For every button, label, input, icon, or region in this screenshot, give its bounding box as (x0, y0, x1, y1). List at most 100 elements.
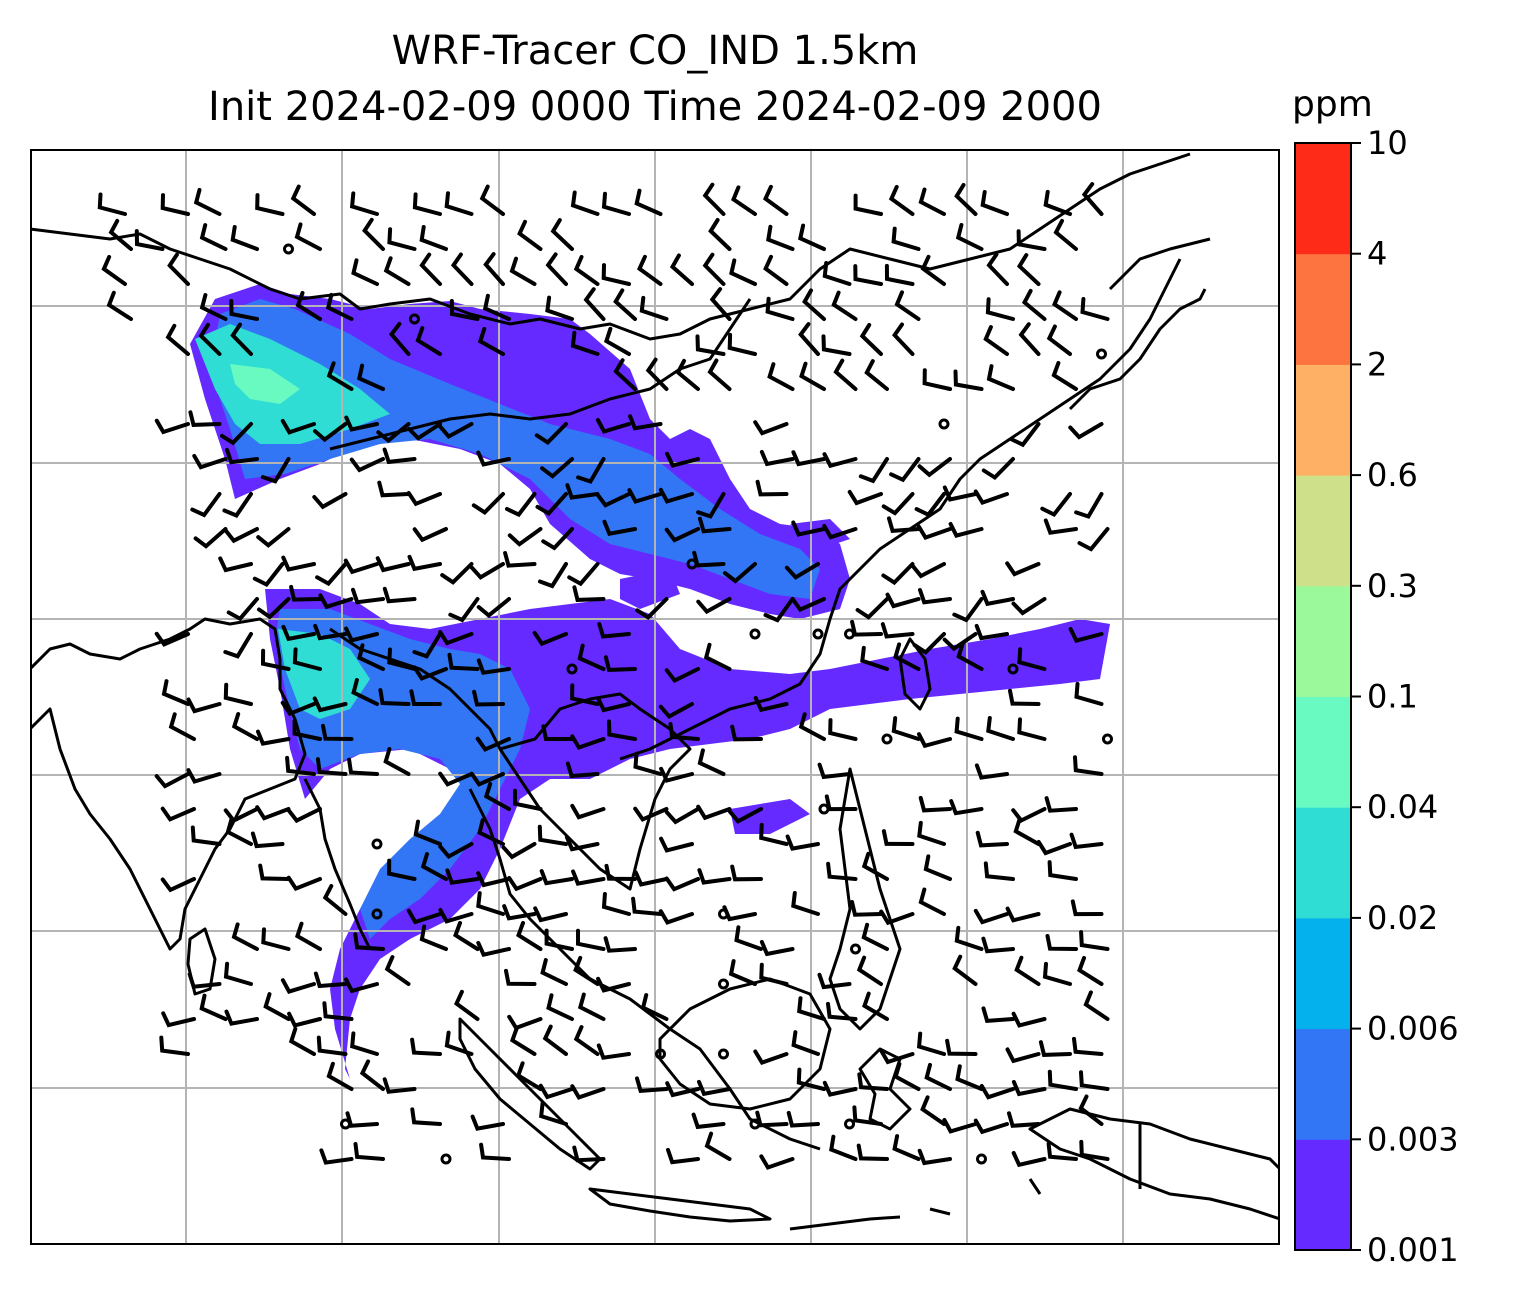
wind-barb (357, 643, 385, 671)
wind-barb (190, 492, 222, 518)
wind-barb (507, 527, 543, 547)
wind-barb (541, 724, 574, 741)
wind-barb (880, 622, 915, 639)
wind-barb (545, 252, 568, 286)
wind-barb (570, 1084, 606, 1100)
wind-barb (225, 817, 253, 846)
colorbar-bin (1295, 475, 1351, 587)
wind-barb (728, 959, 757, 986)
wind-barb (440, 562, 474, 585)
wind-barb (767, 362, 795, 391)
wind-barb (387, 647, 417, 671)
wind-barb (986, 716, 1015, 741)
wind-barb (444, 1030, 474, 1056)
wind-barb (702, 182, 726, 216)
wind-barb (382, 1077, 417, 1094)
wind-calm-marker (718, 978, 729, 990)
map-panel (30, 149, 1280, 1245)
wind-barb (709, 287, 732, 321)
wind-barb (914, 492, 946, 518)
wind-barb (345, 1111, 379, 1128)
wind-calm-marker (1102, 733, 1113, 745)
wind-barb (954, 925, 984, 951)
wind-barb (160, 193, 190, 216)
wind-barb (1046, 324, 1072, 356)
wind-barb (658, 487, 694, 504)
wind-barb (635, 1076, 669, 1094)
wind-barb (570, 803, 606, 820)
wind-barb (415, 326, 442, 356)
wind-barb (255, 805, 291, 821)
colorbar-bin (1295, 364, 1351, 476)
wind-barb (482, 293, 511, 321)
wind-barb (438, 630, 474, 646)
wind-barb (759, 822, 789, 846)
wind-barb (231, 712, 259, 741)
wind-barb (798, 322, 820, 356)
wind-barb (255, 193, 285, 216)
wind-barb (353, 932, 385, 951)
wind-barb (1077, 956, 1104, 986)
wind-barb (319, 1148, 354, 1165)
wind-barb (730, 864, 763, 882)
wind-barb (981, 1006, 1015, 1024)
wind-barb (448, 597, 480, 623)
wind-barb (664, 876, 700, 892)
coastline-srilanka (186, 927, 217, 996)
wind-calm-marker (938, 418, 950, 430)
wind-barb (918, 887, 946, 916)
wind-barb (260, 648, 291, 671)
wind-barb (407, 554, 442, 572)
wind-barb (917, 457, 952, 478)
wind-barb (362, 217, 385, 251)
wind-barb (604, 863, 637, 881)
wind-barb (974, 763, 1009, 780)
wind-barb (973, 908, 1009, 925)
wind-barb (292, 718, 322, 741)
colorbar-bin (1295, 253, 1351, 365)
wind-barb (469, 771, 505, 787)
wind-barb (985, 297, 1015, 321)
wind-barb (326, 361, 354, 391)
colorbar-bin (1295, 585, 1351, 697)
wind-barb (1047, 1069, 1078, 1091)
wind-barb (281, 624, 316, 642)
wind-barb (476, 871, 511, 888)
wind-barb (571, 869, 606, 886)
wind-barb (888, 184, 915, 216)
wind-barb (565, 483, 600, 500)
wind-barb (1005, 1047, 1041, 1064)
wind-barb (829, 1134, 858, 1161)
wind-barb (855, 597, 889, 620)
wind-barb (730, 724, 763, 742)
coastline-new-guinea (1028, 1107, 1280, 1221)
wind-barb (1073, 755, 1104, 776)
wind-barb (260, 457, 291, 484)
wind-barb (942, 1118, 978, 1134)
wind-barb (106, 290, 133, 321)
wind-barb (101, 255, 127, 286)
wind-barb (313, 623, 348, 641)
wind-barb (847, 489, 883, 506)
wind-barb (1005, 906, 1041, 923)
wind-barb (186, 768, 222, 784)
wind-barb (763, 597, 795, 623)
wind-barb (753, 1049, 789, 1066)
wind-barb (356, 363, 385, 391)
wind-barb (1045, 934, 1078, 951)
wind-barb (763, 184, 789, 216)
wind-barb (881, 829, 915, 846)
coastline-north-border (30, 152, 1191, 341)
wind-barb (159, 1035, 190, 1056)
wind-barb (343, 558, 379, 575)
wind-barb (294, 222, 322, 251)
wind-barb (640, 993, 669, 1021)
wind-barb (567, 562, 600, 587)
wind-barb (321, 723, 354, 741)
wind-barb (315, 757, 348, 776)
wind-barb (483, 252, 505, 286)
wind-barb (344, 415, 379, 432)
wind-barb (631, 896, 663, 916)
wind-barb (1070, 899, 1104, 917)
wind-barb (256, 527, 291, 548)
